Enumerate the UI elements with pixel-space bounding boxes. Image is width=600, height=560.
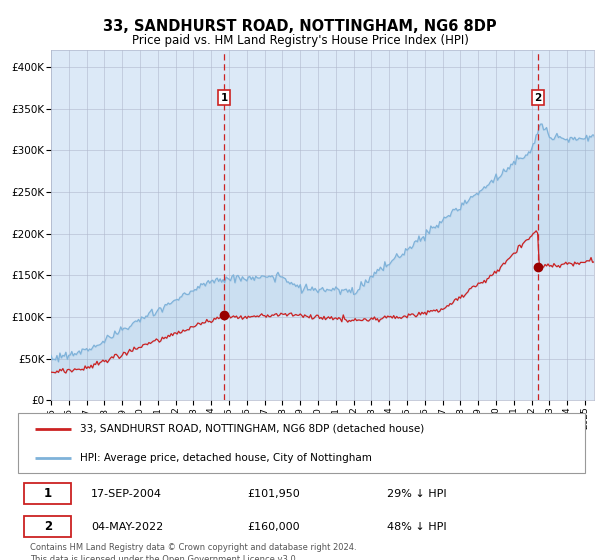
Text: 2: 2: [44, 520, 52, 533]
Text: £101,950: £101,950: [247, 489, 300, 498]
Text: 48% ↓ HPI: 48% ↓ HPI: [387, 522, 446, 531]
Text: Price paid vs. HM Land Registry's House Price Index (HPI): Price paid vs. HM Land Registry's House …: [131, 34, 469, 46]
Text: 33, SANDHURST ROAD, NOTTINGHAM, NG6 8DP (detached house): 33, SANDHURST ROAD, NOTTINGHAM, NG6 8DP …: [80, 424, 424, 434]
Text: 17-SEP-2004: 17-SEP-2004: [91, 489, 162, 498]
Text: 04-MAY-2022: 04-MAY-2022: [91, 522, 163, 531]
Text: 29% ↓ HPI: 29% ↓ HPI: [387, 489, 446, 498]
Text: Contains HM Land Registry data © Crown copyright and database right 2024.
This d: Contains HM Land Registry data © Crown c…: [29, 543, 356, 560]
FancyBboxPatch shape: [24, 483, 71, 504]
Text: 1: 1: [44, 487, 52, 500]
FancyBboxPatch shape: [19, 413, 585, 473]
FancyBboxPatch shape: [24, 516, 71, 537]
Text: £160,000: £160,000: [247, 522, 300, 531]
Text: 2: 2: [534, 92, 541, 102]
Text: HPI: Average price, detached house, City of Nottingham: HPI: Average price, detached house, City…: [80, 453, 371, 463]
Text: 33, SANDHURST ROAD, NOTTINGHAM, NG6 8DP: 33, SANDHURST ROAD, NOTTINGHAM, NG6 8DP: [103, 19, 497, 34]
Text: 1: 1: [220, 92, 227, 102]
